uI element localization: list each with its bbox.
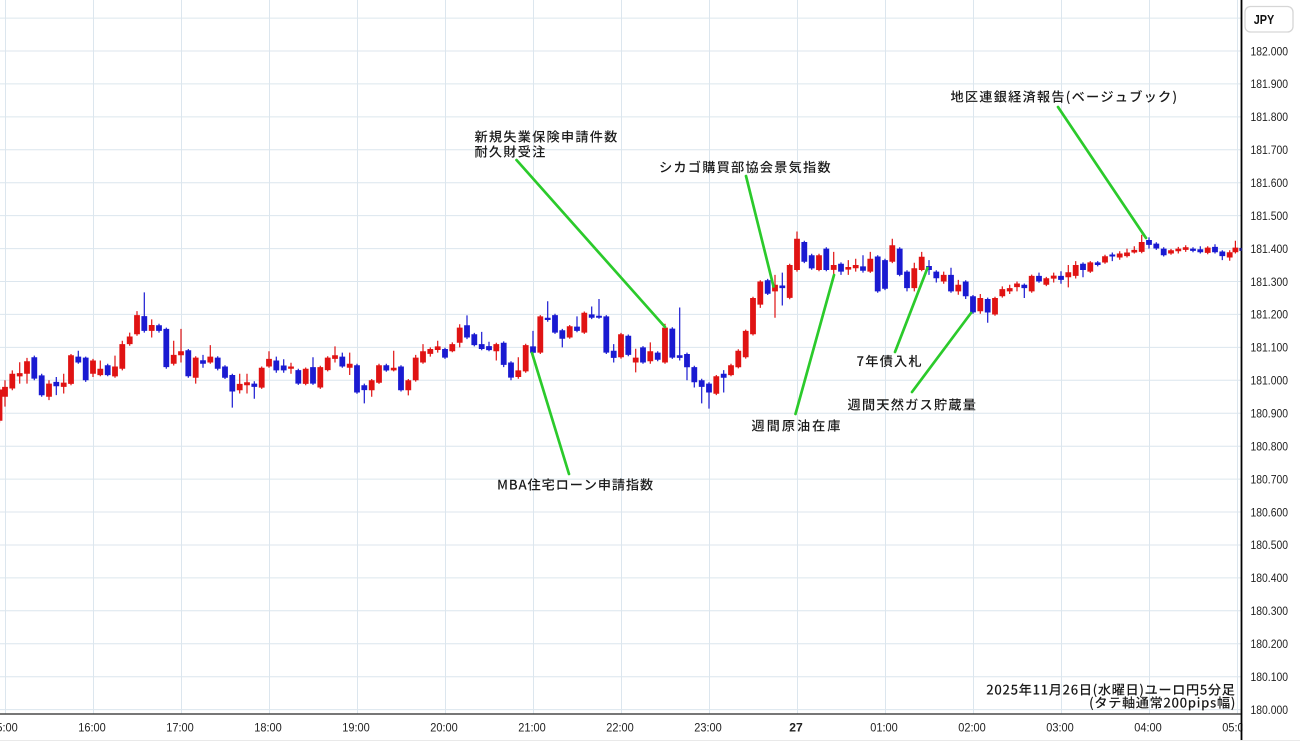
svg-text:03:00: 03:00 [1046,721,1074,735]
svg-text:182.000: 182.000 [1251,44,1289,58]
svg-text:180.400: 180.400 [1251,571,1289,585]
svg-text:01:00: 01:00 [870,721,898,735]
svg-text:180.100: 180.100 [1251,670,1289,684]
svg-text:23:00: 23:00 [694,721,722,735]
svg-text:180.700: 180.700 [1251,472,1289,486]
svg-text:15:00: 15:00 [0,721,18,735]
svg-text:180.800: 180.800 [1251,440,1289,454]
svg-text:180.600: 180.600 [1251,505,1289,519]
svg-text:16:00: 16:00 [78,721,106,735]
svg-text:181.300: 181.300 [1251,275,1289,289]
svg-text:181.000: 181.000 [1251,374,1289,388]
svg-text:21:00: 21:00 [518,721,546,735]
svg-text:02:00: 02:00 [958,721,986,735]
svg-text:181.500: 181.500 [1251,209,1289,223]
svg-text:181.400: 181.400 [1251,242,1289,256]
svg-text:181.800: 181.800 [1251,110,1289,124]
svg-text:181.600: 181.600 [1251,176,1289,190]
svg-text:180.200: 180.200 [1251,637,1289,651]
svg-text:181.700: 181.700 [1251,143,1289,157]
svg-text:181.900: 181.900 [1251,77,1289,91]
svg-text:17:00: 17:00 [166,721,194,735]
svg-text:180.000: 180.000 [1251,703,1289,717]
svg-text:180.900: 180.900 [1251,407,1289,421]
svg-text:181.200: 181.200 [1251,308,1289,322]
svg-text:22:00: 22:00 [606,721,634,735]
svg-text:180.500: 180.500 [1251,538,1289,552]
svg-text:27: 27 [789,721,803,735]
svg-text:04:00: 04:00 [1134,721,1162,735]
svg-text:19:00: 19:00 [342,721,370,735]
svg-text:JPY: JPY [1254,12,1275,27]
svg-text:18:00: 18:00 [254,721,282,735]
svg-text:180.300: 180.300 [1251,604,1289,618]
svg-text:181.100: 181.100 [1251,341,1289,355]
svg-text:20:00: 20:00 [430,721,458,735]
